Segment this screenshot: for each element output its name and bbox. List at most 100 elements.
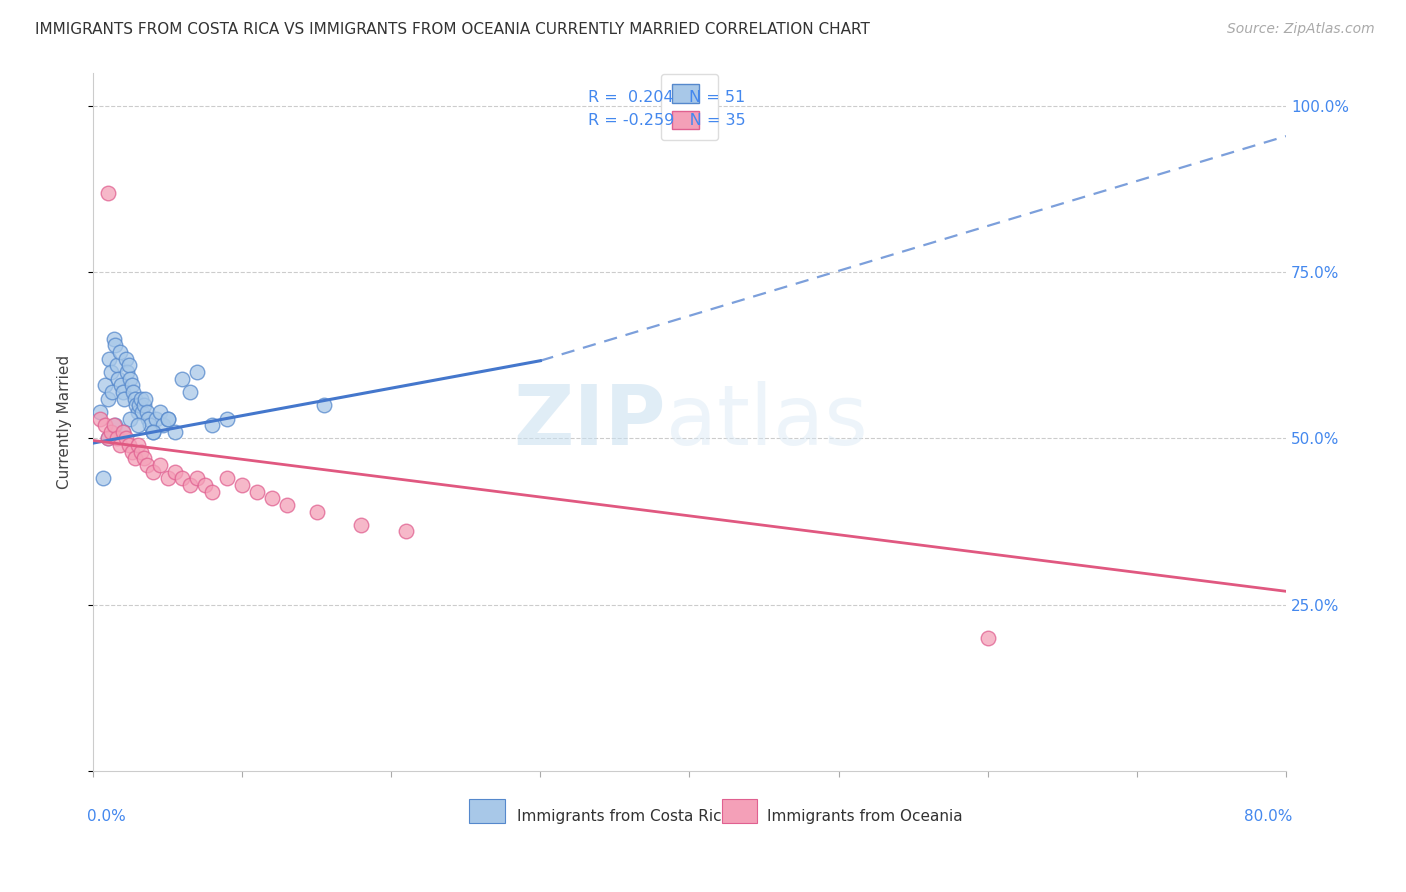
Point <box>104 418 127 433</box>
Point <box>142 465 165 479</box>
Point <box>127 438 149 452</box>
Point <box>217 471 239 485</box>
Point <box>246 484 269 499</box>
Point <box>135 458 157 472</box>
Point <box>108 345 131 359</box>
Point <box>112 392 135 406</box>
Point <box>114 432 136 446</box>
Point <box>108 438 131 452</box>
Point <box>134 392 156 406</box>
Point <box>179 478 201 492</box>
Point <box>127 405 149 419</box>
Text: 0.0%: 0.0% <box>87 809 125 824</box>
Point <box>136 411 159 425</box>
Point <box>142 425 165 439</box>
Point <box>105 432 128 446</box>
Point <box>97 186 120 200</box>
Point <box>149 405 172 419</box>
Point <box>118 438 141 452</box>
Bar <box>721 798 758 823</box>
Point <box>125 398 148 412</box>
Point <box>98 351 121 366</box>
Legend: , : , <box>661 74 717 140</box>
Point <box>111 425 134 439</box>
Point <box>114 351 136 366</box>
Text: Immigrants from Oceania: Immigrants from Oceania <box>768 809 963 824</box>
Point <box>89 411 111 425</box>
Text: ZIP: ZIP <box>513 382 665 462</box>
Point <box>201 484 224 499</box>
Text: Source: ZipAtlas.com: Source: ZipAtlas.com <box>1227 22 1375 37</box>
Point <box>142 425 165 439</box>
Point <box>89 405 111 419</box>
Point <box>104 338 127 352</box>
Point <box>131 405 153 419</box>
Point <box>163 465 186 479</box>
Point <box>186 471 208 485</box>
Point <box>149 458 172 472</box>
Bar <box>468 798 505 823</box>
Point <box>305 504 328 518</box>
Point <box>276 498 298 512</box>
Text: R =  0.204   N = 51: R = 0.204 N = 51 <box>588 90 745 104</box>
Point <box>121 378 143 392</box>
Point <box>100 365 122 379</box>
Point <box>314 398 336 412</box>
Point <box>172 371 194 385</box>
Point <box>231 478 253 492</box>
Point <box>117 365 139 379</box>
Text: R = -0.259   N = 35: R = -0.259 N = 35 <box>588 113 745 128</box>
Point <box>152 418 174 433</box>
Point <box>156 471 179 485</box>
Point <box>260 491 283 506</box>
Point <box>132 451 155 466</box>
Point <box>135 405 157 419</box>
Point <box>103 418 125 433</box>
Point <box>350 517 373 532</box>
Text: 80.0%: 80.0% <box>1243 809 1292 824</box>
Point <box>97 432 120 446</box>
Point <box>395 524 418 539</box>
Point <box>103 332 125 346</box>
Point <box>127 418 149 433</box>
Point <box>138 418 160 433</box>
Point <box>128 398 150 412</box>
Point <box>118 359 141 373</box>
Point <box>132 398 155 412</box>
Point <box>121 444 143 458</box>
Point <box>145 411 167 425</box>
Point <box>194 478 217 492</box>
Point <box>124 451 146 466</box>
Point <box>107 371 129 385</box>
Point <box>124 392 146 406</box>
Point <box>120 371 142 385</box>
Point <box>217 411 239 425</box>
Text: atlas: atlas <box>665 382 868 462</box>
Point <box>100 425 122 439</box>
Text: Immigrants from Costa Rica: Immigrants from Costa Rica <box>516 809 731 824</box>
Text: IMMIGRANTS FROM COSTA RICA VS IMMIGRANTS FROM OCEANIA CURRENTLY MARRIED CORRELAT: IMMIGRANTS FROM COSTA RICA VS IMMIGRANTS… <box>35 22 870 37</box>
Point <box>94 378 117 392</box>
Point <box>156 411 179 425</box>
Point <box>156 411 179 425</box>
Point <box>111 384 134 399</box>
Point <box>163 425 186 439</box>
Point <box>122 384 145 399</box>
Point <box>93 471 115 485</box>
Point <box>110 378 132 392</box>
Point <box>129 392 152 406</box>
Point <box>120 411 142 425</box>
Point <box>97 392 120 406</box>
Y-axis label: Currently Married: Currently Married <box>58 355 72 489</box>
Point <box>129 444 152 458</box>
Point <box>179 384 201 399</box>
Point <box>94 418 117 433</box>
Point <box>201 418 224 433</box>
Point <box>105 359 128 373</box>
Point <box>101 384 124 399</box>
Point <box>186 365 208 379</box>
Point <box>977 631 1000 645</box>
Point <box>172 471 194 485</box>
Point <box>97 432 120 446</box>
Point <box>111 425 134 439</box>
